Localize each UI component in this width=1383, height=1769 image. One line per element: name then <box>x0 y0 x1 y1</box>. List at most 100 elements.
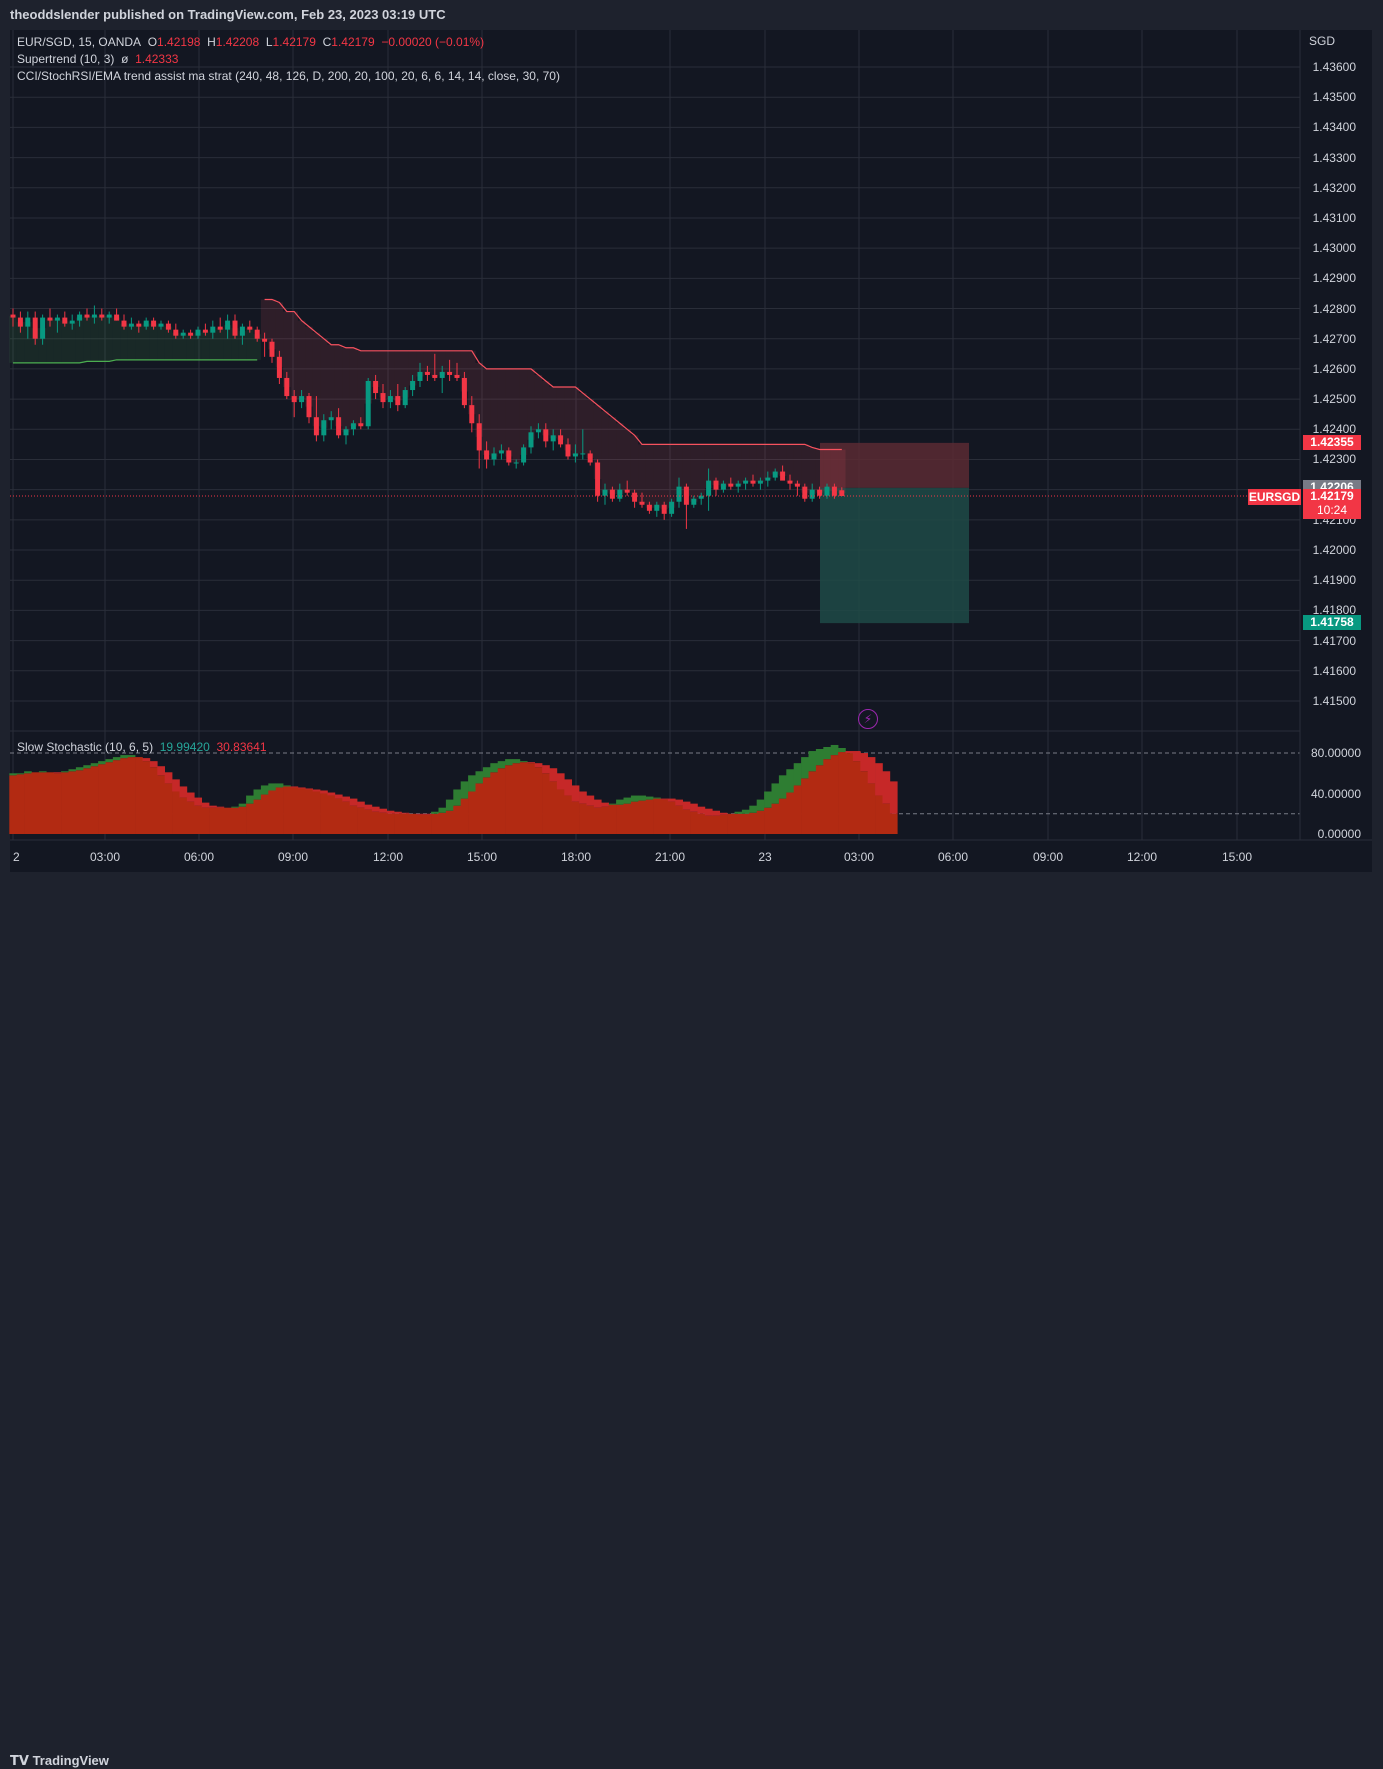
stochastic-cap <box>297 787 306 789</box>
stochastic-cap <box>630 795 639 802</box>
strategy-legend[interactable]: CCI/StochRSI/EMA trend assist ma strat (… <box>17 69 560 83</box>
candle-body <box>720 483 726 490</box>
stochastic-cap <box>667 798 676 802</box>
supertrend-fill <box>645 444 654 508</box>
oscillator-axis-label: 80.00000 <box>1310 746 1361 761</box>
top-bar: theoddslender published on TradingView.c… <box>0 0 1383 30</box>
stochastic-bar <box>75 770 84 834</box>
time-axis-label: 15:00 <box>1221 850 1253 864</box>
supertrend-fill <box>186 334 195 360</box>
candle-body <box>25 317 31 327</box>
candle-body <box>321 420 327 436</box>
stochastic-bar <box>623 803 632 834</box>
candle-body <box>54 317 60 321</box>
stochastic-cap <box>164 772 173 784</box>
supertrend-fill <box>135 325 143 360</box>
stochastic-bar <box>186 801 195 834</box>
stochastic-bar <box>808 771 817 834</box>
stochastic-bar <box>667 801 676 834</box>
stochastic-cap <box>505 759 513 766</box>
stochastic-bar <box>645 799 654 834</box>
supertrend-fill <box>312 332 321 427</box>
stochastic-cap <box>342 796 350 802</box>
stochastic-bar <box>386 813 395 834</box>
lightning-icon[interactable]: ⚡ <box>858 709 878 729</box>
target-price-tag: 1.41758 <box>1303 615 1361 631</box>
price-axis-label: 1.43300 <box>1312 150 1356 165</box>
candle-body <box>521 447 527 463</box>
supertrend-fill <box>297 320 306 400</box>
supertrend-fill <box>660 444 668 510</box>
supertrend-fill <box>216 328 224 360</box>
candle-body <box>595 462 601 496</box>
supertrend-fill <box>209 329 217 360</box>
stochastic-cap <box>786 769 794 793</box>
stochastic-bar <box>860 771 868 834</box>
candle-body <box>484 450 490 460</box>
stochastic-bar <box>512 763 521 834</box>
stochastic-cap <box>68 769 77 772</box>
candle-body <box>114 314 120 321</box>
stochastic-cap <box>105 759 114 763</box>
stochastic-bar <box>823 759 831 834</box>
stochastic-bar <box>749 812 757 834</box>
time-axis-label: 09:00 <box>277 850 309 864</box>
stochastic-cap <box>194 797 202 806</box>
candle-body <box>10 314 16 318</box>
stop-zone <box>820 442 969 488</box>
stochastic-bar <box>638 800 646 834</box>
supertrend-fill <box>719 444 728 487</box>
supertrend-symbol: ø <box>121 52 129 66</box>
stochastic-cap <box>438 807 447 813</box>
candle-body <box>180 332 186 336</box>
candle-body <box>772 471 778 478</box>
supertrend-fill <box>653 444 661 508</box>
stochastic-bar <box>586 805 595 834</box>
target-zone <box>820 487 969 624</box>
stochastic-cap <box>490 763 498 773</box>
stochastic-bar <box>334 798 343 834</box>
stochastic-bar <box>16 774 25 834</box>
candle-body <box>447 371 453 375</box>
stochastic-bar <box>179 797 188 834</box>
supertrend-fill <box>31 328 39 363</box>
supertrend-fill <box>327 344 335 419</box>
supertrend-fill <box>830 449 839 492</box>
stochastic-bar <box>475 783 484 834</box>
supertrend-fill <box>542 380 550 436</box>
stochastic-cap <box>312 789 321 792</box>
candle-body <box>572 453 578 457</box>
stochastic-bar <box>690 811 698 834</box>
stochastic-bar <box>712 815 720 834</box>
stochastic-k-value: 19.99420 <box>159 740 210 754</box>
candle-body <box>691 498 697 505</box>
stochastic-bar <box>727 813 735 834</box>
stochastic-bar <box>845 753 854 834</box>
chart[interactable] <box>0 0 1383 907</box>
candle-body <box>794 483 800 487</box>
stochastic-bar <box>630 801 639 834</box>
stochastic-bar <box>704 815 713 834</box>
candle-body <box>402 390 408 406</box>
supertrend-fill <box>815 449 824 493</box>
main-legend[interactable]: EUR/SGD, 15, OANDA O1.42198 H1.42208 L1.… <box>17 35 484 49</box>
candle-body <box>580 453 586 455</box>
supertrend-fill <box>778 444 787 477</box>
supertrend-fill <box>38 328 47 363</box>
stochastic-cap <box>98 761 106 765</box>
supertrend-legend[interactable]: Supertrend (10, 3) ø 1.42333 <box>17 52 178 66</box>
tradingview-logo[interactable]: 𝗧𝗩 TradingView <box>10 1753 109 1769</box>
stochastic-cap <box>179 786 188 798</box>
stochastic-legend[interactable]: Slow Stochastic (10, 6, 5) 19.99420 30.8… <box>17 740 267 754</box>
stochastic-cap <box>371 806 380 812</box>
stochastic-cap <box>793 763 802 786</box>
supertrend-fill <box>246 328 254 360</box>
footer: 𝗧𝗩 TradingView <box>0 873 1383 1768</box>
stochastic-cap <box>149 761 158 768</box>
stochastic-cap <box>482 767 491 778</box>
stochastic-bar <box>423 814 432 834</box>
stochastic-cap <box>682 801 691 810</box>
candle-body <box>439 371 445 378</box>
tradingview-logo-text: TradingView <box>32 1753 109 1768</box>
stochastic-bar <box>246 803 254 834</box>
